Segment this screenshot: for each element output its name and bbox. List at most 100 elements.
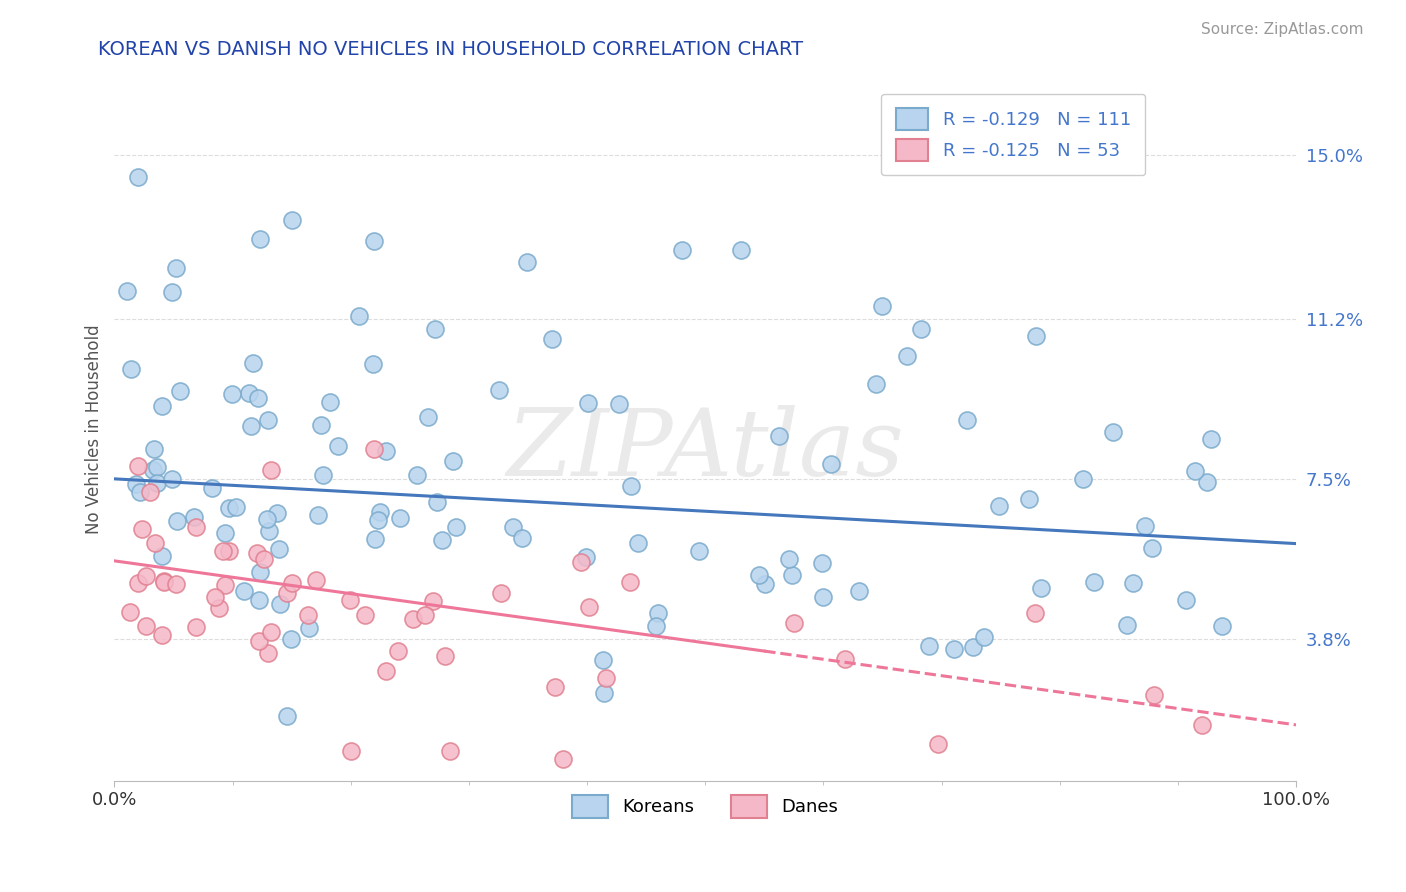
Point — [160, 285, 183, 299]
Point — [339, 593, 361, 607]
Point — [575, 550, 598, 565]
Point — [146, 460, 169, 475]
Point — [247, 392, 270, 406]
Point — [146, 476, 169, 491]
Point — [153, 575, 176, 590]
Point — [281, 576, 304, 591]
Point — [406, 468, 429, 483]
Point — [218, 543, 240, 558]
Point — [184, 520, 207, 534]
Point — [607, 396, 630, 410]
Point — [135, 618, 157, 632]
Point — [246, 546, 269, 560]
Point — [142, 463, 165, 477]
Point — [131, 522, 153, 536]
Point — [257, 524, 280, 538]
Point — [297, 608, 319, 623]
Point — [917, 639, 939, 653]
Point — [204, 591, 226, 605]
Point — [387, 643, 409, 657]
Point — [127, 575, 149, 590]
Point — [627, 536, 650, 550]
Point — [1018, 492, 1040, 507]
Point — [910, 321, 932, 335]
Point — [276, 709, 298, 723]
Point — [326, 439, 349, 453]
Point — [1211, 619, 1233, 633]
Point — [135, 569, 157, 583]
Y-axis label: No Vehicles in Household: No Vehicles in Household — [86, 325, 103, 534]
Point — [754, 577, 776, 591]
Point — [593, 686, 616, 700]
Point — [671, 243, 693, 257]
Point — [748, 567, 770, 582]
Point — [1122, 576, 1144, 591]
Point — [569, 555, 592, 569]
Point — [425, 322, 447, 336]
Point — [620, 478, 643, 492]
Point — [249, 565, 271, 579]
Point — [184, 620, 207, 634]
Point — [1174, 593, 1197, 607]
Point — [1143, 688, 1166, 702]
Point — [260, 463, 283, 477]
Point — [269, 597, 291, 611]
Point — [256, 646, 278, 660]
Point — [595, 671, 617, 685]
Point — [1029, 581, 1052, 595]
Point — [266, 506, 288, 520]
Point — [260, 625, 283, 640]
Point — [166, 514, 188, 528]
Point — [811, 590, 834, 604]
Point — [541, 333, 564, 347]
Point — [1102, 425, 1125, 439]
Point — [927, 737, 949, 751]
Point — [257, 413, 280, 427]
Point — [150, 399, 173, 413]
Point — [1025, 329, 1047, 343]
Point — [780, 568, 803, 582]
Point — [307, 508, 329, 523]
Point — [312, 468, 335, 483]
Point — [510, 531, 533, 545]
Point — [578, 600, 600, 615]
Point — [444, 520, 467, 534]
Point — [426, 494, 449, 508]
Point — [645, 619, 668, 633]
Point — [1073, 472, 1095, 486]
Point — [218, 501, 240, 516]
Point — [347, 310, 370, 324]
Point — [619, 575, 641, 590]
Point — [367, 513, 389, 527]
Point — [1195, 475, 1218, 489]
Point — [647, 606, 669, 620]
Point — [240, 418, 263, 433]
Point — [1083, 575, 1105, 590]
Point — [368, 505, 391, 519]
Point — [143, 536, 166, 550]
Point — [247, 593, 270, 607]
Point — [1024, 606, 1046, 620]
Point — [430, 533, 453, 548]
Point — [150, 549, 173, 564]
Point — [238, 385, 260, 400]
Point — [201, 481, 224, 495]
Point — [374, 444, 396, 458]
Point — [280, 212, 302, 227]
Point — [1115, 618, 1137, 632]
Point — [125, 477, 148, 491]
Point — [374, 664, 396, 678]
Point — [160, 472, 183, 486]
Point — [413, 607, 436, 622]
Point — [988, 500, 1011, 514]
Point — [434, 649, 457, 664]
Point — [319, 395, 342, 409]
Point — [214, 525, 236, 540]
Point — [943, 641, 966, 656]
Point — [439, 744, 461, 758]
Point — [153, 574, 176, 588]
Text: KOREAN VS DANISH NO VEHICLES IN HOUSEHOLD CORRELATION CHART: KOREAN VS DANISH NO VEHICLES IN HOUSEHOL… — [98, 40, 804, 59]
Point — [1140, 541, 1163, 556]
Point — [502, 520, 524, 534]
Point — [280, 632, 302, 646]
